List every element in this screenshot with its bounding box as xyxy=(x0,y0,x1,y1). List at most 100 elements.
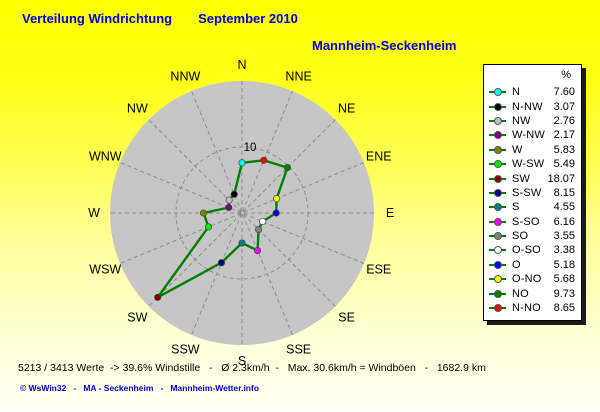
legend-row-S-SO: S-SO 6.16 xyxy=(484,215,581,229)
legend-direction-label: W-SW xyxy=(512,158,545,171)
data-point-NO xyxy=(283,164,291,172)
grid-radial-line xyxy=(148,119,336,307)
legend-marker-line xyxy=(489,289,506,298)
legend-marker-dot xyxy=(493,131,502,140)
legend-marker-dot xyxy=(493,102,502,111)
legend-marker-dot xyxy=(493,275,502,284)
compass-label-N: N xyxy=(237,58,246,72)
legend-marker-dot xyxy=(493,289,502,298)
station-name: Mannheim-Seckenheim xyxy=(312,38,457,53)
legend-direction-label: N-NW xyxy=(512,100,543,113)
data-point-N xyxy=(238,159,246,167)
legend-row-N-NW: N-NW 3.07 xyxy=(484,99,581,113)
page-title: Verteilung Windrichtung xyxy=(22,11,173,26)
legend-marker-dot xyxy=(493,232,502,241)
data-point-NW xyxy=(225,196,233,204)
legend-direction-label: NW xyxy=(512,114,531,127)
compass-label-SSE: SSE xyxy=(286,343,311,357)
legend-marker-dot xyxy=(493,217,502,226)
legend-marker-dot xyxy=(493,246,502,255)
legend-row-S: S 4.55 xyxy=(484,200,581,214)
grid-radial-line xyxy=(191,90,293,336)
data-point-N-NW xyxy=(230,190,238,198)
legend-marker-line xyxy=(489,232,506,241)
legend-direction-label: N xyxy=(512,86,521,99)
legend-percent-value: 3.38 xyxy=(553,244,575,257)
grid-ring-10 xyxy=(175,146,309,280)
data-point-SO xyxy=(255,226,263,234)
legend-direction-label: N-NO xyxy=(512,302,541,315)
legend-percent-value: 5.68 xyxy=(553,273,575,286)
data-point-SW xyxy=(154,293,162,301)
data-point-O-NO xyxy=(273,195,281,203)
data-point-N-NO xyxy=(260,156,268,164)
legend-box: % N 7.60 N-NW 3.07 NW 2.76 W-NW 2.17 W 5.83 W-SW 5.… xyxy=(483,64,582,322)
legend-direction-label: S xyxy=(512,201,520,214)
data-point-S-SO xyxy=(254,247,262,255)
compass-label-W: W xyxy=(88,206,100,220)
legend-direction-label: SO xyxy=(512,230,529,243)
legend-row-NW: NW 2.76 xyxy=(484,114,581,128)
compass-label-SSW: SSW xyxy=(171,343,200,357)
legend-row-W-NW: W-NW 2.17 xyxy=(484,128,581,142)
legend-marker-dot xyxy=(493,304,502,313)
legend-direction-label: S-SO xyxy=(512,215,540,228)
legend-direction-label: W xyxy=(512,143,523,156)
legend-row-N-NO: N-NO 8.65 xyxy=(484,301,581,315)
legend-marker-line xyxy=(489,160,506,169)
compass-label-E: E xyxy=(386,206,394,220)
legend-percent-value: 2.17 xyxy=(553,129,575,142)
legend-percent-value: 3.07 xyxy=(553,100,575,113)
grid-radial-line xyxy=(119,162,365,264)
legend-marker-dot xyxy=(493,88,502,97)
compass-label-ENE: ENE xyxy=(366,149,392,163)
legend-direction-label: O xyxy=(512,258,521,271)
legend-row-S-SW: S-SW 8.15 xyxy=(484,186,581,200)
legend-marker-line xyxy=(489,88,506,97)
legend-direction-label: O-NO xyxy=(512,273,542,286)
footer-credits: © WsWin32 - MA - Seckenheim - Mannheim-W… xyxy=(20,383,260,393)
compass-label-SE: SE xyxy=(338,311,355,325)
legend-marker-dot xyxy=(493,145,502,154)
legend-percent-value: 8.65 xyxy=(553,302,575,315)
legend-marker-line xyxy=(489,145,506,154)
compass-label-S: S xyxy=(238,354,246,368)
legend-row-O-SO: O-SO 3.38 xyxy=(484,243,581,257)
legend-marker-dot xyxy=(493,188,502,197)
legend-marker-line xyxy=(489,260,506,269)
legend-percent-value: 3.55 xyxy=(553,230,575,243)
data-point-W xyxy=(199,209,208,217)
legend-direction-label: S-SW xyxy=(512,186,542,199)
legend-direction-label: SW xyxy=(512,172,531,185)
legend-marker-line xyxy=(489,275,506,284)
data-point-O xyxy=(272,209,280,217)
legend-percent-value: 9.73 xyxy=(553,287,575,300)
data-point-S xyxy=(238,239,246,247)
data-point-O-SO xyxy=(259,217,267,226)
legend-row-O: O 5.18 xyxy=(484,258,581,272)
legend-row-O-NO: O-NO 5.68 xyxy=(484,272,581,286)
legend-marker-line xyxy=(489,116,506,125)
legend-rows: N 7.60 N-NW 3.07 NW 2.76 W-NW 2.17 W 5.83 W-SW 5.49… xyxy=(484,85,581,315)
legend-row-W: W 5.83 xyxy=(484,143,581,157)
legend-marker-dot xyxy=(493,174,502,183)
legend-percent-value: 5.18 xyxy=(553,258,575,271)
compass-label-NW: NW xyxy=(127,101,148,115)
grid-radial-line xyxy=(191,90,293,336)
legend-row-SW: SW 18.07 xyxy=(484,171,581,185)
legend-marker-dot xyxy=(493,116,502,125)
legend-row-SO: SO 3.55 xyxy=(484,229,581,243)
legend-percent-value: 6.16 xyxy=(553,215,575,228)
data-point-S-SW xyxy=(217,259,225,267)
legend-percent-value: 7.60 xyxy=(553,86,575,99)
ring-label: 10 xyxy=(244,142,257,154)
legend-marker-line xyxy=(489,203,506,212)
legend-direction-label: W-NW xyxy=(512,129,545,142)
chart-title-line: Verteilung Windrichtung September 2010 xyxy=(22,11,298,26)
compass-label-NE: NE xyxy=(338,101,355,115)
grid-radial-line xyxy=(119,162,365,264)
compass-label-SW: SW xyxy=(127,311,147,325)
status-line: 5213 / 3413 Werte -> 39.6% Windstille - … xyxy=(18,362,486,374)
legend-marker-line xyxy=(489,174,506,183)
